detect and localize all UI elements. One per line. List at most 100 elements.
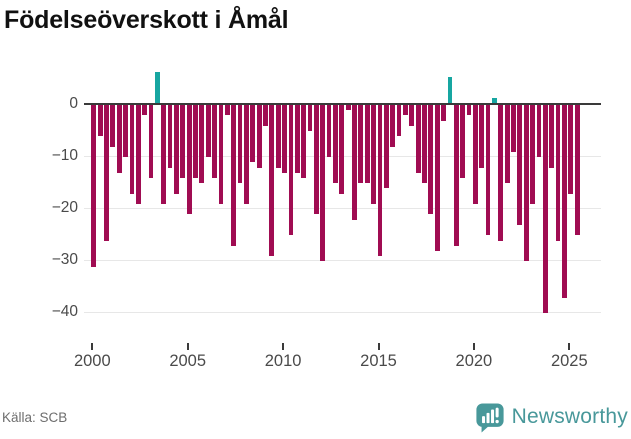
- bar: [282, 105, 287, 173]
- bar: [396, 105, 402, 137]
- chart-title: Födelseöverskott i Åmål: [4, 6, 289, 34]
- x-axis-tick-label: 2005: [169, 352, 207, 370]
- bar: [237, 105, 243, 184]
- bar: [263, 105, 268, 126]
- y-axis-tick-label: −10: [51, 147, 78, 165]
- bar: [377, 105, 383, 257]
- bar: [511, 105, 516, 152]
- bar: [466, 105, 472, 116]
- bar: [472, 105, 478, 204]
- bar: [129, 105, 135, 194]
- bar: [135, 105, 141, 204]
- y-axis-tick-label: 0: [69, 95, 78, 112]
- bar: [116, 105, 122, 173]
- bar: [453, 105, 459, 246]
- bar: [561, 105, 567, 298]
- bar: [167, 105, 173, 168]
- bar: [358, 105, 364, 184]
- bar: [212, 105, 217, 178]
- bar: [517, 105, 523, 225]
- bar: [148, 105, 154, 178]
- bar: [447, 77, 453, 104]
- bar: [180, 105, 186, 178]
- x-axis-tick-label: 2025: [550, 352, 588, 370]
- bar: [154, 71, 160, 103]
- bar: [549, 105, 555, 168]
- bar: [313, 105, 319, 215]
- bar: [333, 105, 338, 184]
- x-axis-tick: [91, 343, 94, 350]
- bar: [345, 105, 351, 111]
- x-axis-tick: [186, 343, 189, 350]
- bar: [371, 105, 376, 204]
- gridline: [84, 312, 601, 314]
- bar: [441, 105, 446, 121]
- bar: [193, 105, 198, 178]
- bar: [536, 105, 542, 158]
- bar: [320, 105, 326, 262]
- bar: [174, 105, 179, 194]
- gridline: [84, 260, 601, 262]
- newsworthy-logo-icon: [476, 402, 504, 432]
- bar: [479, 105, 485, 168]
- bar: [186, 105, 192, 215]
- bar: [383, 105, 389, 189]
- bar: [294, 105, 300, 173]
- x-axis-tick: [472, 343, 475, 350]
- y-axis-tick-label: −30: [51, 251, 78, 269]
- bar: [460, 105, 466, 178]
- bar: [218, 105, 224, 204]
- bar: [104, 105, 109, 241]
- bar: [555, 105, 561, 241]
- bar: [498, 105, 504, 241]
- bar: [199, 105, 205, 184]
- bar: [142, 105, 148, 116]
- bar: [250, 105, 256, 163]
- bar: [224, 105, 230, 116]
- bar: [415, 105, 421, 173]
- bar: [523, 105, 529, 262]
- zero-axis-line: [84, 102, 601, 105]
- newsworthy-logo: Newsworthy: [475, 401, 628, 433]
- gridline: [84, 208, 601, 210]
- bar: [275, 105, 281, 168]
- bar: [568, 105, 574, 194]
- bar: [402, 105, 408, 116]
- bar: [390, 105, 396, 147]
- bar: [428, 105, 434, 215]
- x-axis-tick-label: 2000: [73, 352, 111, 370]
- bar: [339, 105, 345, 194]
- x-axis-tick-label: 2015: [360, 352, 397, 370]
- bar: [352, 105, 357, 220]
- bar: [231, 105, 237, 246]
- source-note: Källa: SCB: [2, 410, 68, 425]
- y-axis-tick-label: −20: [51, 199, 78, 217]
- bar: [542, 105, 548, 314]
- bar: [364, 105, 370, 184]
- bar: [256, 105, 262, 168]
- bar: [434, 105, 440, 251]
- x-axis-tick-label: 2010: [264, 352, 302, 370]
- bar: [574, 105, 580, 236]
- bar: [243, 105, 249, 204]
- bar: [301, 105, 307, 178]
- bar: [326, 105, 332, 158]
- bar: [422, 105, 427, 184]
- bar: [91, 105, 97, 267]
- x-axis-tick-label: 2020: [455, 352, 493, 370]
- bar: [269, 105, 275, 257]
- bar: [123, 105, 128, 158]
- newsworthy-wordmark: Newsworthy: [511, 405, 628, 428]
- bar: [205, 105, 211, 158]
- y-axis-tick-label: −40: [51, 303, 78, 321]
- x-axis-tick: [282, 343, 285, 350]
- bar: [409, 105, 415, 126]
- bar: [492, 97, 497, 103]
- bar: [530, 105, 535, 204]
- bar: [504, 105, 510, 184]
- bar: [110, 105, 116, 147]
- x-axis-tick: [377, 343, 380, 350]
- bar: [97, 105, 103, 137]
- bar: [307, 105, 313, 132]
